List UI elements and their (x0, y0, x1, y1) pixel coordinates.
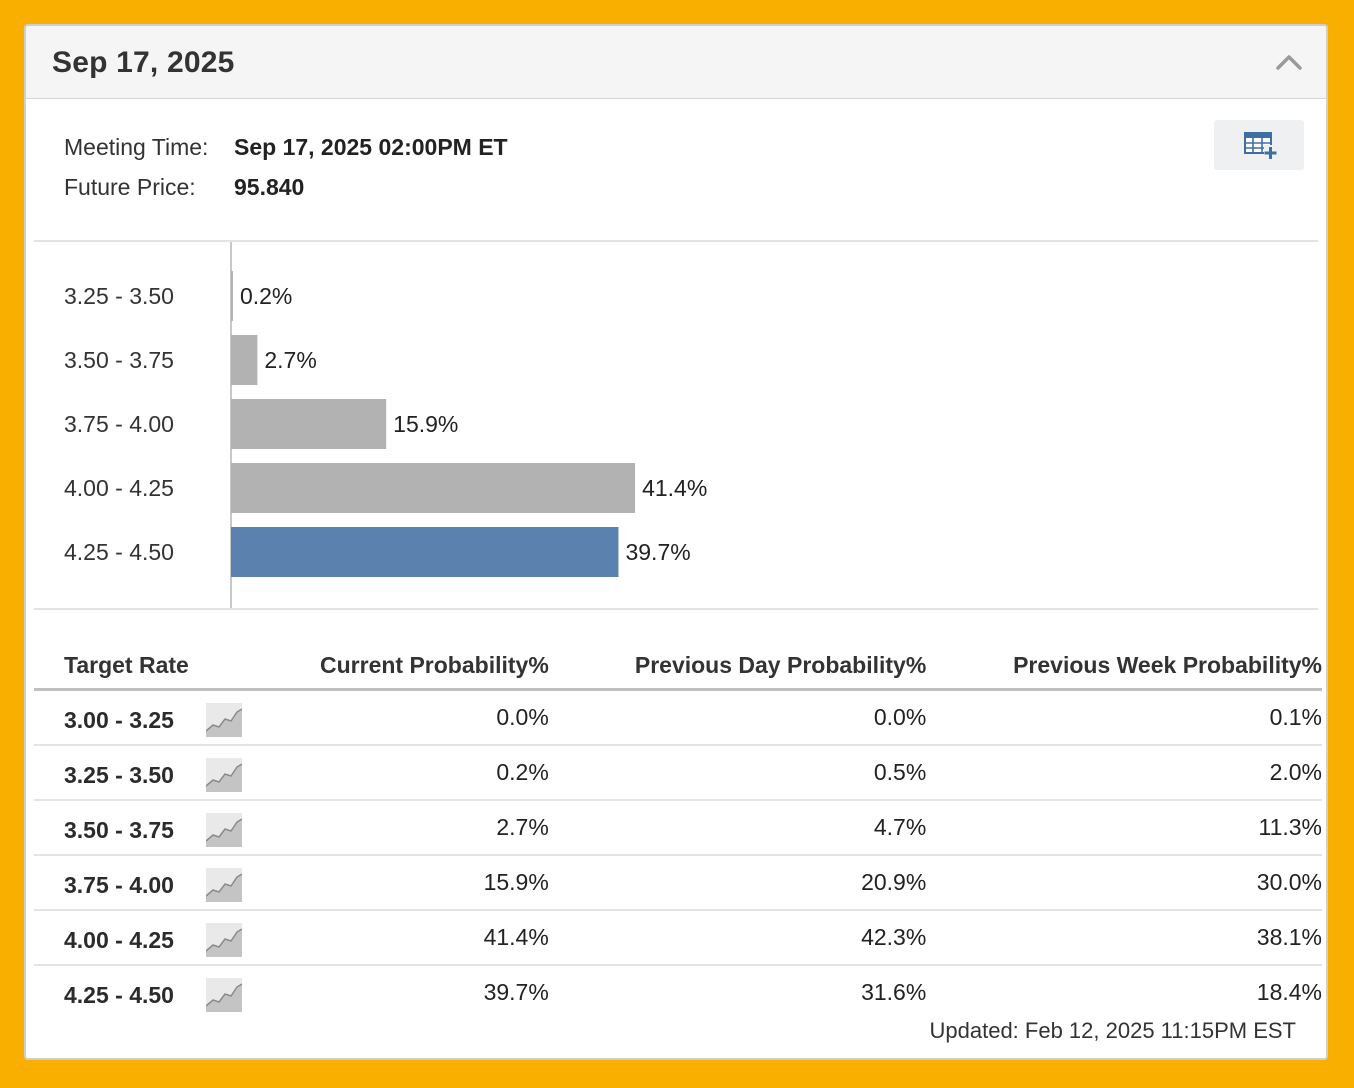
table-add-icon (1244, 132, 1277, 159)
bar[interactable] (231, 271, 233, 321)
bar-value-label: 41.4% (642, 475, 707, 501)
meeting-time-label: Meeting Time: (64, 134, 209, 160)
bar-category-label: 3.50 - 3.75 (64, 347, 174, 373)
bar-category-label: 4.25 - 4.50 (64, 539, 174, 565)
cell-previous-week-probability: 38.1% (926, 910, 1322, 966)
cell-target-rate: 3.50 - 3.75 (34, 800, 206, 856)
bar[interactable] (231, 463, 636, 513)
table-body: 3.00 - 3.25 0.0% 0.0% 0.1% 3.25 - 3.50 0.2% 0.… (34, 689, 1322, 1020)
divider-top (34, 240, 1318, 242)
cell-target-rate: 4.25 - 4.50 (64, 982, 174, 1008)
cell-previous-day-probability: 0.5% (548, 745, 927, 801)
cell-previous-week-probability: 0.1% (926, 689, 1322, 746)
header-current-probability[interactable]: Current Probability% (276, 642, 549, 691)
cell-current-probability: 15.9% (276, 855, 549, 911)
sparkline-icon[interactable] (205, 757, 242, 792)
sparkline-icon[interactable] (205, 922, 242, 957)
cell-chart (205, 800, 277, 856)
cell-chart (205, 855, 277, 911)
probability-bar-chart: 3.25 - 3.50 0.2% 3.50 - 3.75 2.7% 3.75 - 4.0… (34, 242, 1322, 608)
bar-value-label: 0.2% (240, 283, 292, 309)
table-row: 4.00 - 4.25 41.4% 42.3% 38.1% (34, 910, 1322, 966)
table-row: 3.75 - 4.00 15.9% 20.9% 30.0% (34, 855, 1322, 911)
cell-previous-week-probability: 2.0% (926, 745, 1322, 801)
cell-current-probability: 0.2% (276, 745, 549, 801)
bar-category-label: 3.75 - 4.00 (64, 411, 174, 437)
cell-target-rate: 4.00 - 4.25 (34, 910, 206, 966)
cell-current-probability: 2.7% (276, 800, 549, 856)
header-previous-day-probability[interactable]: Previous Day Probability% (548, 642, 927, 691)
table-row: 4.25 - 4.50 39.7% 31.6% 18.4% (34, 965, 1322, 1019)
header-spacer (205, 642, 277, 691)
table-row: 3.25 - 3.50 0.2% 0.5% 2.0% (34, 745, 1322, 801)
sparkline-icon[interactable] (205, 977, 242, 1012)
bar-chart-svg: 3.25 - 3.50 0.2% 3.50 - 3.75 2.7% 3.75 - 4.0… (64, 242, 707, 608)
cell-chart (205, 745, 277, 801)
cell-chart (205, 910, 277, 966)
updated-timestamp: Updated: Feb 12, 2025 11:15PM EST (929, 1018, 1297, 1043)
cell-current-probability: 39.7% (483, 979, 549, 1005)
cell-previous-week-probability: 11.3% (926, 800, 1322, 856)
bar-value-label: 39.7% (625, 539, 690, 565)
table-header-row: Target Rate Current Probability% Previou… (34, 642, 1322, 691)
header-previous-week-probability[interactable]: Previous Week Probability% (926, 642, 1322, 691)
cell-chart (205, 965, 277, 1019)
sparkline-icon[interactable] (205, 702, 242, 737)
collapse-button[interactable] (1274, 48, 1304, 76)
cell-target-rate: 3.75 - 4.00 (34, 855, 206, 911)
probability-table-wrap: Target Rate Current Probability% Previou… (34, 642, 1322, 1019)
cell-previous-day-probability: 42.3% (548, 910, 927, 966)
cell-previous-day-probability: 20.9% (548, 855, 927, 911)
meeting-date-title: Sep 17, 2025 (52, 46, 235, 79)
cell-chart (205, 689, 277, 746)
cell-target-rate: 3.00 - 3.25 (34, 689, 206, 746)
cell-current-probability: 41.4% (276, 910, 549, 966)
sparkline-icon[interactable] (205, 812, 242, 847)
cell-target-rate: 3.25 - 3.50 (34, 745, 206, 801)
bar-value-label: 2.7% (264, 347, 316, 373)
panel-header[interactable]: Sep 17, 2025 (26, 26, 1326, 99)
future-price-label: Future Price: (64, 174, 196, 200)
bar-category-label: 3.25 - 3.50 (64, 283, 174, 309)
chevron-up-icon (1276, 55, 1302, 70)
sparkline-icon[interactable] (205, 867, 242, 902)
header-target-rate[interactable]: Target Rate (34, 642, 206, 691)
table-row: 3.00 - 3.25 0.0% 0.0% 0.1% (34, 689, 1322, 746)
cell-previous-day-probability: 4.7% (548, 800, 927, 856)
future-price-value: 95.840 (234, 174, 305, 200)
cell-current-probability: 0.0% (276, 689, 549, 746)
bar[interactable] (231, 335, 258, 385)
meeting-time-value: Sep 17, 2025 02:00PM ET (234, 134, 508, 160)
bar[interactable] (231, 527, 619, 577)
cell-previous-day-probability: 31.6% (861, 979, 927, 1005)
bar-category-label: 4.00 - 4.25 (64, 475, 174, 501)
meeting-panel: Sep 17, 2025 Meeting Time: Sep 17, 2025 … (24, 24, 1328, 1060)
cell-previous-day-probability: 0.0% (548, 689, 927, 746)
probability-table: Target Rate Current Probability% Previou… (34, 642, 1322, 1019)
cell-previous-week-probability: 30.0% (926, 855, 1322, 911)
divider-chart-bottom (34, 608, 1318, 610)
bar-value-label: 15.9% (393, 411, 458, 437)
cell-previous-week-probability: 18.4% (1256, 979, 1322, 1005)
table-row: 3.50 - 3.75 2.7% 4.7% 11.3% (34, 800, 1322, 856)
export-table-button[interactable] (1214, 120, 1304, 170)
bar[interactable] (231, 399, 387, 449)
